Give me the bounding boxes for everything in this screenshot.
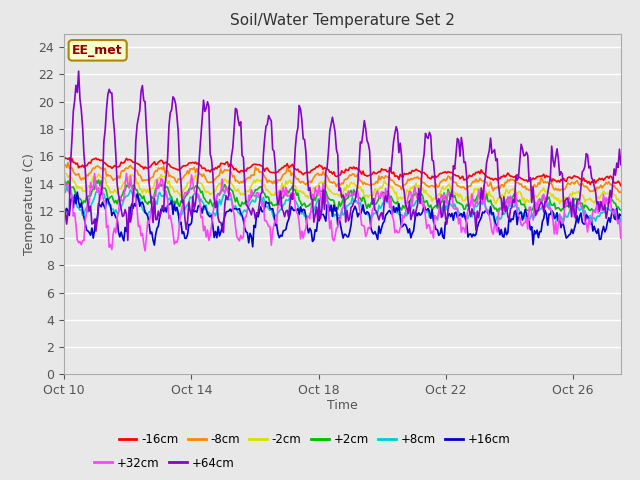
+2cm [617, 207, 625, 213]
-16cm [593, 178, 601, 184]
-16cm [60, 153, 68, 159]
-2cm [522, 202, 529, 207]
+8cm [522, 212, 529, 217]
Line: +16cm: +16cm [64, 192, 621, 247]
+16cm [311, 227, 319, 233]
-2cm [60, 169, 68, 175]
+2cm [248, 194, 255, 200]
+8cm [310, 208, 317, 214]
+64cm [311, 212, 319, 218]
+8cm [596, 214, 604, 219]
+2cm [596, 203, 604, 208]
-2cm [308, 187, 316, 193]
+32cm [79, 238, 86, 243]
Line: +2cm: +2cm [64, 180, 621, 212]
+64cm [249, 205, 257, 211]
+64cm [60, 217, 68, 223]
+64cm [617, 162, 625, 168]
+32cm [522, 219, 529, 225]
+8cm [248, 199, 255, 204]
+32cm [249, 191, 257, 196]
+8cm [63, 183, 70, 189]
Line: +32cm: +32cm [64, 173, 621, 251]
-16cm [246, 165, 254, 170]
-8cm [617, 189, 625, 195]
Title: Soil/Water Temperature Set 2: Soil/Water Temperature Set 2 [230, 13, 455, 28]
-8cm [595, 185, 602, 191]
-8cm [248, 172, 255, 178]
+8cm [337, 214, 344, 219]
+64cm [522, 153, 529, 158]
+16cm [249, 244, 257, 250]
Y-axis label: Temperature (C): Temperature (C) [22, 153, 36, 255]
+32cm [617, 235, 625, 241]
-2cm [335, 193, 343, 199]
+8cm [80, 211, 88, 217]
+32cm [141, 248, 149, 254]
+32cm [60, 171, 68, 177]
X-axis label: Time: Time [327, 398, 358, 411]
+8cm [617, 218, 625, 224]
-8cm [310, 174, 317, 180]
-16cm [518, 176, 526, 182]
Legend: +32cm, +64cm: +32cm, +64cm [90, 452, 239, 474]
-2cm [595, 193, 602, 199]
-16cm [335, 172, 343, 178]
-2cm [246, 186, 254, 192]
+16cm [338, 228, 346, 233]
+32cm [338, 206, 346, 212]
-2cm [617, 199, 625, 204]
+64cm [596, 208, 604, 214]
+16cm [80, 214, 88, 220]
-16cm [308, 167, 316, 173]
-8cm [337, 182, 344, 188]
+32cm [123, 170, 131, 176]
-8cm [80, 176, 88, 182]
+2cm [95, 177, 102, 183]
+16cm [248, 234, 255, 240]
+2cm [60, 181, 68, 187]
-8cm [616, 190, 623, 195]
+16cm [617, 213, 625, 218]
-8cm [60, 163, 68, 168]
+16cm [522, 207, 529, 213]
+2cm [310, 192, 317, 198]
+64cm [75, 68, 83, 74]
+2cm [590, 209, 598, 215]
+2cm [520, 202, 527, 207]
+64cm [338, 195, 346, 201]
Line: -2cm: -2cm [64, 172, 621, 204]
+2cm [337, 204, 344, 209]
+32cm [311, 185, 319, 191]
-16cm [617, 183, 625, 189]
Line: -8cm: -8cm [64, 163, 621, 192]
-2cm [518, 197, 526, 203]
+16cm [74, 189, 81, 195]
Text: EE_met: EE_met [72, 44, 123, 57]
+8cm [491, 221, 499, 227]
+32cm [596, 199, 604, 204]
+16cm [596, 237, 604, 242]
-16cm [79, 162, 86, 168]
+64cm [124, 238, 132, 243]
Line: +64cm: +64cm [64, 71, 621, 240]
-8cm [64, 160, 72, 166]
-8cm [520, 185, 527, 191]
+64cm [80, 151, 88, 157]
+2cm [79, 201, 86, 207]
+16cm [60, 221, 68, 227]
Line: +8cm: +8cm [64, 186, 621, 224]
Line: -16cm: -16cm [64, 156, 621, 186]
+8cm [60, 190, 68, 195]
-2cm [79, 188, 86, 193]
